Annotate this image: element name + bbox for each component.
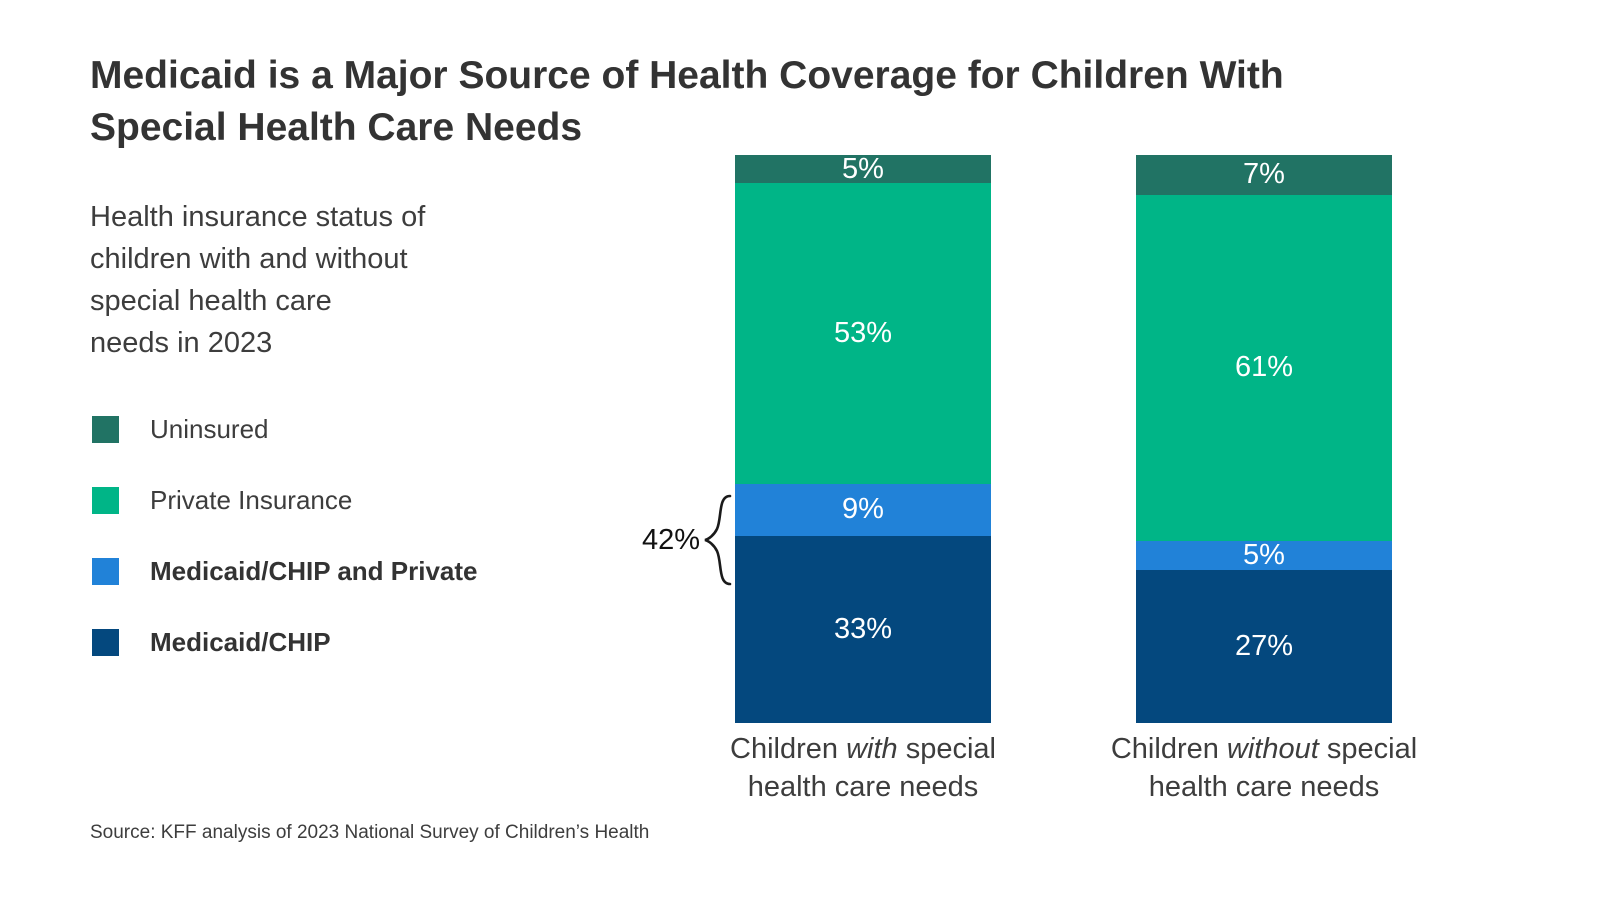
bar-segment-value: 53% [833, 317, 893, 350]
chart-title-line1: Medicaid is a Major Source of Health Cov… [90, 54, 1284, 97]
legend-label: Medicaid/CHIP and Private [150, 555, 478, 586]
legend-item: Private Insurance [92, 484, 353, 515]
bar-segment-value: 9% [842, 493, 884, 526]
bar-segment: 53% [735, 183, 991, 485]
legend-item: Medicaid/CHIP and Private [92, 555, 478, 586]
legend-swatch-icon [92, 557, 119, 585]
stacked-bar: 5% 53% 9% 33% [735, 152, 991, 723]
chart-subtitle-line: needs in 2023 [90, 327, 273, 359]
legend-label: Private Insurance [150, 484, 353, 515]
category-label: Children without special health care need… [1110, 733, 1418, 803]
annotation-value: 42% [641, 523, 700, 556]
legend-item: Medicaid/CHIP [92, 626, 331, 657]
chart-subtitle-line: Health insurance status of [90, 201, 426, 233]
bar-segment: 27% [1136, 569, 1392, 723]
bar-segment-value: 33% [833, 612, 893, 645]
category-label: Children with special health care needs [730, 733, 996, 803]
legend-label: Medicaid/CHIP [150, 626, 331, 657]
bar-segment: 5% [1136, 538, 1392, 571]
bar-segment-value: 5% [1243, 538, 1285, 571]
bar-segment: 5% [735, 152, 991, 185]
legend-label: Uninsured [150, 413, 269, 444]
bar-segment: 9% [735, 484, 991, 536]
legend-swatch-icon [92, 486, 119, 514]
bar-segment-value: 61% [1234, 351, 1294, 384]
bar-segment-value: 7% [1243, 158, 1285, 191]
bar-segment: 33% [735, 535, 991, 723]
chart-subtitle: Health insurance status of children with… [90, 196, 425, 364]
stacked-bar: 7% 61% 5% 27% [1136, 155, 1392, 723]
source-note: Source: KFF analysis of 2023 National Su… [90, 822, 650, 843]
chart-subtitle-line: special health care [90, 285, 332, 317]
bar-segment: 61% [1136, 194, 1392, 542]
bar-segment: 7% [1136, 155, 1392, 195]
bar-segment-value: 27% [1234, 629, 1294, 662]
legend-swatch-icon [92, 415, 119, 443]
chart-title-line2: Special Health Care Needs [90, 106, 583, 149]
bar-segment-value: 5% [842, 152, 884, 185]
legend-swatch-icon [92, 628, 119, 656]
curly-brace-icon [702, 494, 732, 591]
chart-subtitle-line: children with and without [90, 243, 408, 275]
legend-item: Uninsured [92, 413, 269, 444]
chart-title: Medicaid is a Major Source of Health Cov… [90, 50, 1284, 154]
